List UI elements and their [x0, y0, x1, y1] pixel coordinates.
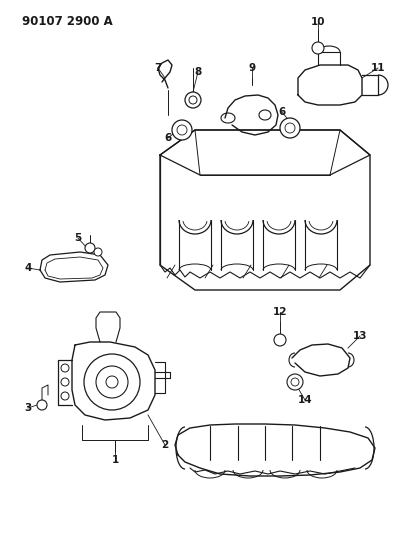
Circle shape — [172, 120, 192, 140]
Text: 90107 2900 A: 90107 2900 A — [22, 15, 112, 28]
Circle shape — [85, 243, 95, 253]
Text: 9: 9 — [248, 63, 255, 73]
Circle shape — [290, 378, 298, 386]
Text: 11: 11 — [370, 63, 384, 73]
Text: 2: 2 — [161, 440, 168, 450]
Circle shape — [96, 366, 128, 398]
Text: 10: 10 — [310, 17, 324, 27]
Text: 7: 7 — [154, 63, 161, 73]
Circle shape — [176, 125, 186, 135]
Circle shape — [311, 42, 323, 54]
Circle shape — [94, 248, 102, 256]
Circle shape — [37, 400, 47, 410]
Circle shape — [284, 123, 294, 133]
Text: 5: 5 — [74, 233, 81, 243]
Text: 6: 6 — [277, 107, 285, 117]
Circle shape — [106, 376, 118, 388]
Text: 13: 13 — [352, 331, 367, 341]
Circle shape — [286, 374, 302, 390]
Text: 8: 8 — [194, 67, 201, 77]
Circle shape — [188, 96, 196, 104]
Circle shape — [273, 334, 285, 346]
Text: 4: 4 — [24, 263, 32, 273]
Circle shape — [61, 364, 69, 372]
Text: 12: 12 — [272, 307, 287, 317]
Circle shape — [84, 354, 140, 410]
Text: 1: 1 — [111, 455, 118, 465]
Circle shape — [184, 92, 200, 108]
Text: 6: 6 — [164, 133, 171, 143]
Circle shape — [279, 118, 299, 138]
Circle shape — [61, 378, 69, 386]
Text: 3: 3 — [24, 403, 32, 413]
Circle shape — [61, 392, 69, 400]
Text: 14: 14 — [297, 395, 312, 405]
